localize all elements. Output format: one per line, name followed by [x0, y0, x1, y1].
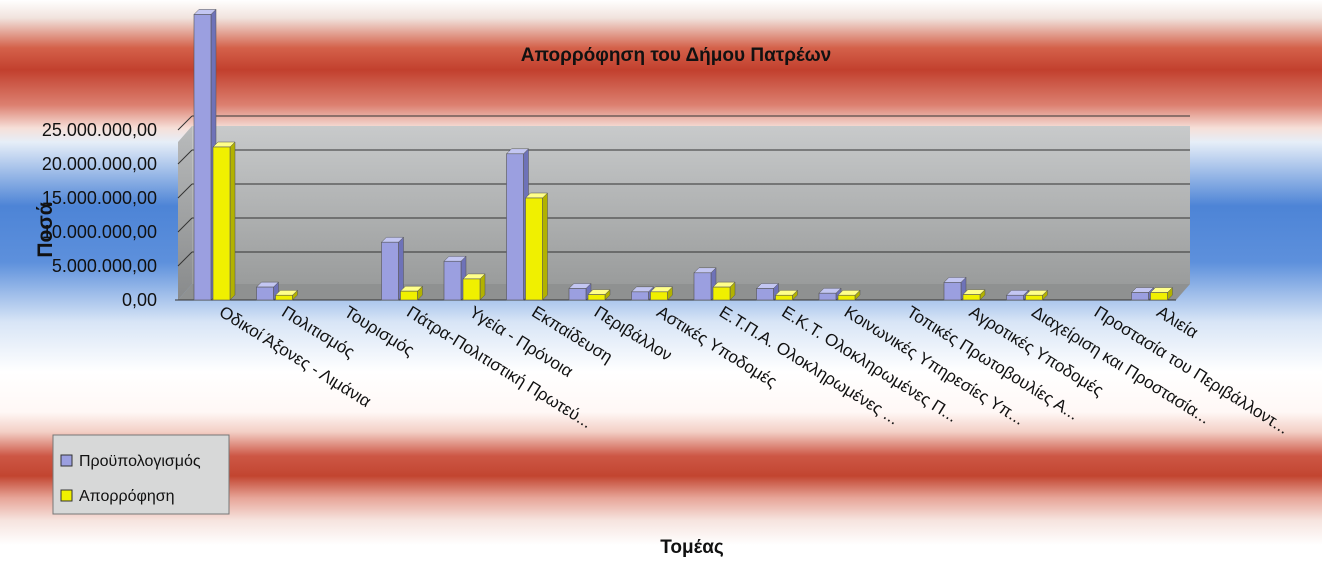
bar-absorption [276, 295, 293, 300]
bar-budget [507, 154, 524, 300]
y-axis-label: Ποσά [34, 202, 57, 257]
bar-side [543, 193, 548, 300]
bar-absorption [1026, 295, 1043, 300]
legend-label-budget: Προϋπολογισμός [79, 453, 201, 470]
y-tick-label: 20.000.000,00 [42, 154, 157, 174]
y-tick-label: 5.000.000,00 [52, 256, 157, 276]
bar-absorption [963, 295, 980, 300]
bar-budget [444, 261, 461, 300]
bar-absorption [401, 291, 418, 300]
bar-absorption [713, 287, 730, 300]
bar-budget [1132, 293, 1149, 300]
gridline-side [178, 116, 192, 130]
x-axis-label: Τομέας [660, 537, 724, 558]
chart-title: Απορρόφηση του Δήμου Πατρέων [521, 45, 831, 66]
bar-absorption [588, 295, 605, 300]
bar-absorption [651, 292, 668, 300]
legend-swatch-budget [61, 455, 72, 466]
legend-label-absorption: Απορρόφηση [79, 488, 175, 505]
y-axis-ticks: 0,00 5.000.000,00 10.000.000,00 15.000.000,… [42, 120, 157, 310]
bar-absorption [526, 198, 543, 300]
bar-budget [694, 273, 711, 300]
bar-absorption [776, 295, 793, 300]
bar-absorption [1151, 293, 1168, 300]
bar-absorption [463, 279, 480, 300]
x-axis-ticks: Οδικοί Άξονες - ΛιμάνιαΠολιτισμόςΤουρισμ… [216, 302, 1292, 438]
y-tick-label: 15.000.000,00 [42, 188, 157, 208]
legend: Προϋπολογισμός Απορρόφηση [53, 435, 229, 514]
bar-budget [569, 288, 586, 300]
bar-side [230, 142, 235, 300]
y-tick-label: 10.000.000,00 [42, 222, 157, 242]
y-tick-label: 0,00 [122, 290, 157, 310]
bar-absorption [213, 147, 230, 300]
bar-budget [1007, 295, 1024, 300]
x-tick-label: Αλιεία [1153, 302, 1201, 342]
bar-budget [819, 293, 836, 300]
bar-absorption [838, 295, 855, 300]
bar-budget [194, 14, 211, 300]
legend-swatch-absorption [61, 490, 72, 501]
bar-budget [632, 292, 649, 300]
bar-budget [257, 287, 274, 300]
y-tick-label: 25.000.000,00 [42, 120, 157, 140]
bar-budget [757, 288, 774, 300]
bar-budget [382, 242, 399, 300]
bar-budget [944, 282, 961, 300]
